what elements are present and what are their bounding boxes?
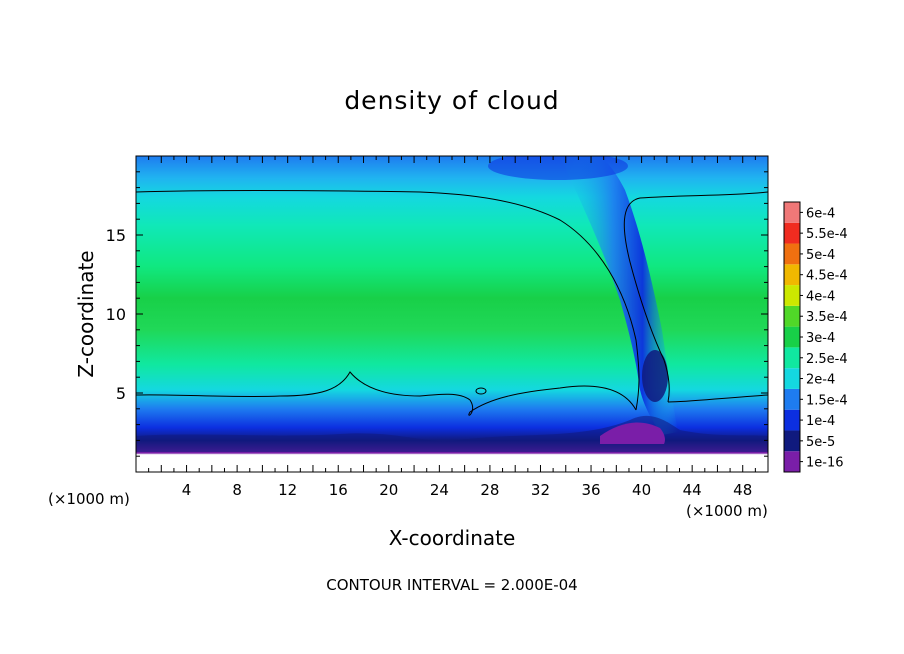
colorbar-swatch	[784, 285, 800, 306]
colorbar-swatch	[784, 409, 800, 431]
colorbar-label: 4.5e-4	[806, 269, 848, 284]
contour-lower-left	[136, 371, 637, 416]
colorbar-swatch	[784, 451, 800, 472]
colorbar-label: 2.5e-4	[806, 352, 848, 367]
colorbar-label: 4e-4	[806, 289, 835, 304]
contour-lines	[136, 190, 768, 416]
x-tick-label: 48	[733, 481, 752, 499]
x-axis-label: X-coordinate	[388, 526, 516, 550]
x-axis: 4 8 12 16 20 24 28 32 36 40 44 48	[148, 156, 756, 499]
colorbar-label: 1.5e-4	[806, 393, 848, 408]
contour-small-loop	[475, 387, 487, 395]
y-tick-label: 15	[106, 226, 126, 245]
colorbar: 1e-16 5e-5 1e-4 1.5e-4 2e-4 2.5e-4 3e-4 3.5e-4 4…	[783, 201, 848, 473]
y-tick-label: 10	[106, 305, 126, 324]
x-tick-label: 4	[182, 481, 192, 499]
colorbar-label: 2e-4	[806, 373, 835, 388]
y-tick-label: 5	[116, 384, 126, 403]
colorbar-label: 5.5e-4	[806, 227, 848, 242]
colorbar-swatch	[784, 388, 800, 410]
colorbar-swatch	[784, 347, 800, 369]
x-tick-label: 44	[683, 481, 702, 499]
colorbar-label: 1e-4	[806, 414, 835, 429]
colorbar-swatch	[784, 202, 800, 223]
colorbar-label: 3.5e-4	[806, 310, 848, 325]
x-tick-label: 12	[278, 481, 297, 499]
colorbar-label: 5e-5	[806, 435, 835, 450]
colorbar-swatch	[784, 305, 800, 327]
x-tick-label: 8	[232, 481, 242, 499]
downdraft-core	[642, 350, 668, 402]
x-tick-label: 32	[531, 481, 550, 499]
contour-upper-right	[623, 191, 768, 403]
colorbar-label: 5e-4	[806, 248, 835, 263]
upper-dry-pocket	[488, 156, 628, 180]
contour-upper-left	[136, 190, 640, 411]
chart-title: density of cloud	[344, 86, 560, 115]
colorbar-swatch	[784, 326, 800, 348]
y-axis-label: Z-coordinate	[74, 250, 98, 378]
contour-interval-note: CONTOUR INTERVAL = 2.000E-04	[326, 576, 578, 594]
density-field	[136, 156, 768, 472]
colorbar-swatch	[784, 430, 800, 452]
colorbar-label: 1e-16	[806, 456, 844, 471]
colorbar-swatch	[784, 264, 800, 286]
x-tick-label: 20	[379, 481, 398, 499]
x-tick-label: 40	[632, 481, 651, 499]
contour-lower-right	[667, 394, 768, 403]
cloud-base-purple	[600, 422, 665, 444]
x-tick-label: 28	[480, 481, 499, 499]
x-unit-label: (×1000 m)	[686, 502, 768, 520]
colorbar-label: 3e-4	[806, 331, 835, 346]
x-tick-label: 36	[581, 481, 600, 499]
x-tick-label: 24	[430, 481, 449, 499]
colorbar-swatch	[784, 368, 800, 389]
colorbar-swatch	[784, 222, 800, 244]
y-axis: 5 10 15	[106, 171, 768, 457]
x-tick-label: 16	[329, 481, 348, 499]
colorbar-swatch	[784, 243, 800, 265]
colorbar-label: 6e-4	[806, 206, 835, 221]
y-unit-label: (×1000 m)	[48, 490, 130, 508]
